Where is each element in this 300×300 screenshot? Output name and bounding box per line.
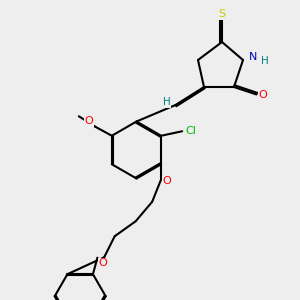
Text: N: N	[249, 52, 258, 62]
Text: O: O	[84, 116, 93, 126]
Text: Cl: Cl	[186, 126, 196, 136]
Text: H: H	[261, 56, 268, 67]
Text: H: H	[163, 97, 171, 107]
Text: S: S	[218, 9, 226, 19]
Text: O: O	[98, 258, 107, 268]
Text: O: O	[258, 89, 267, 100]
Text: O: O	[163, 176, 172, 186]
